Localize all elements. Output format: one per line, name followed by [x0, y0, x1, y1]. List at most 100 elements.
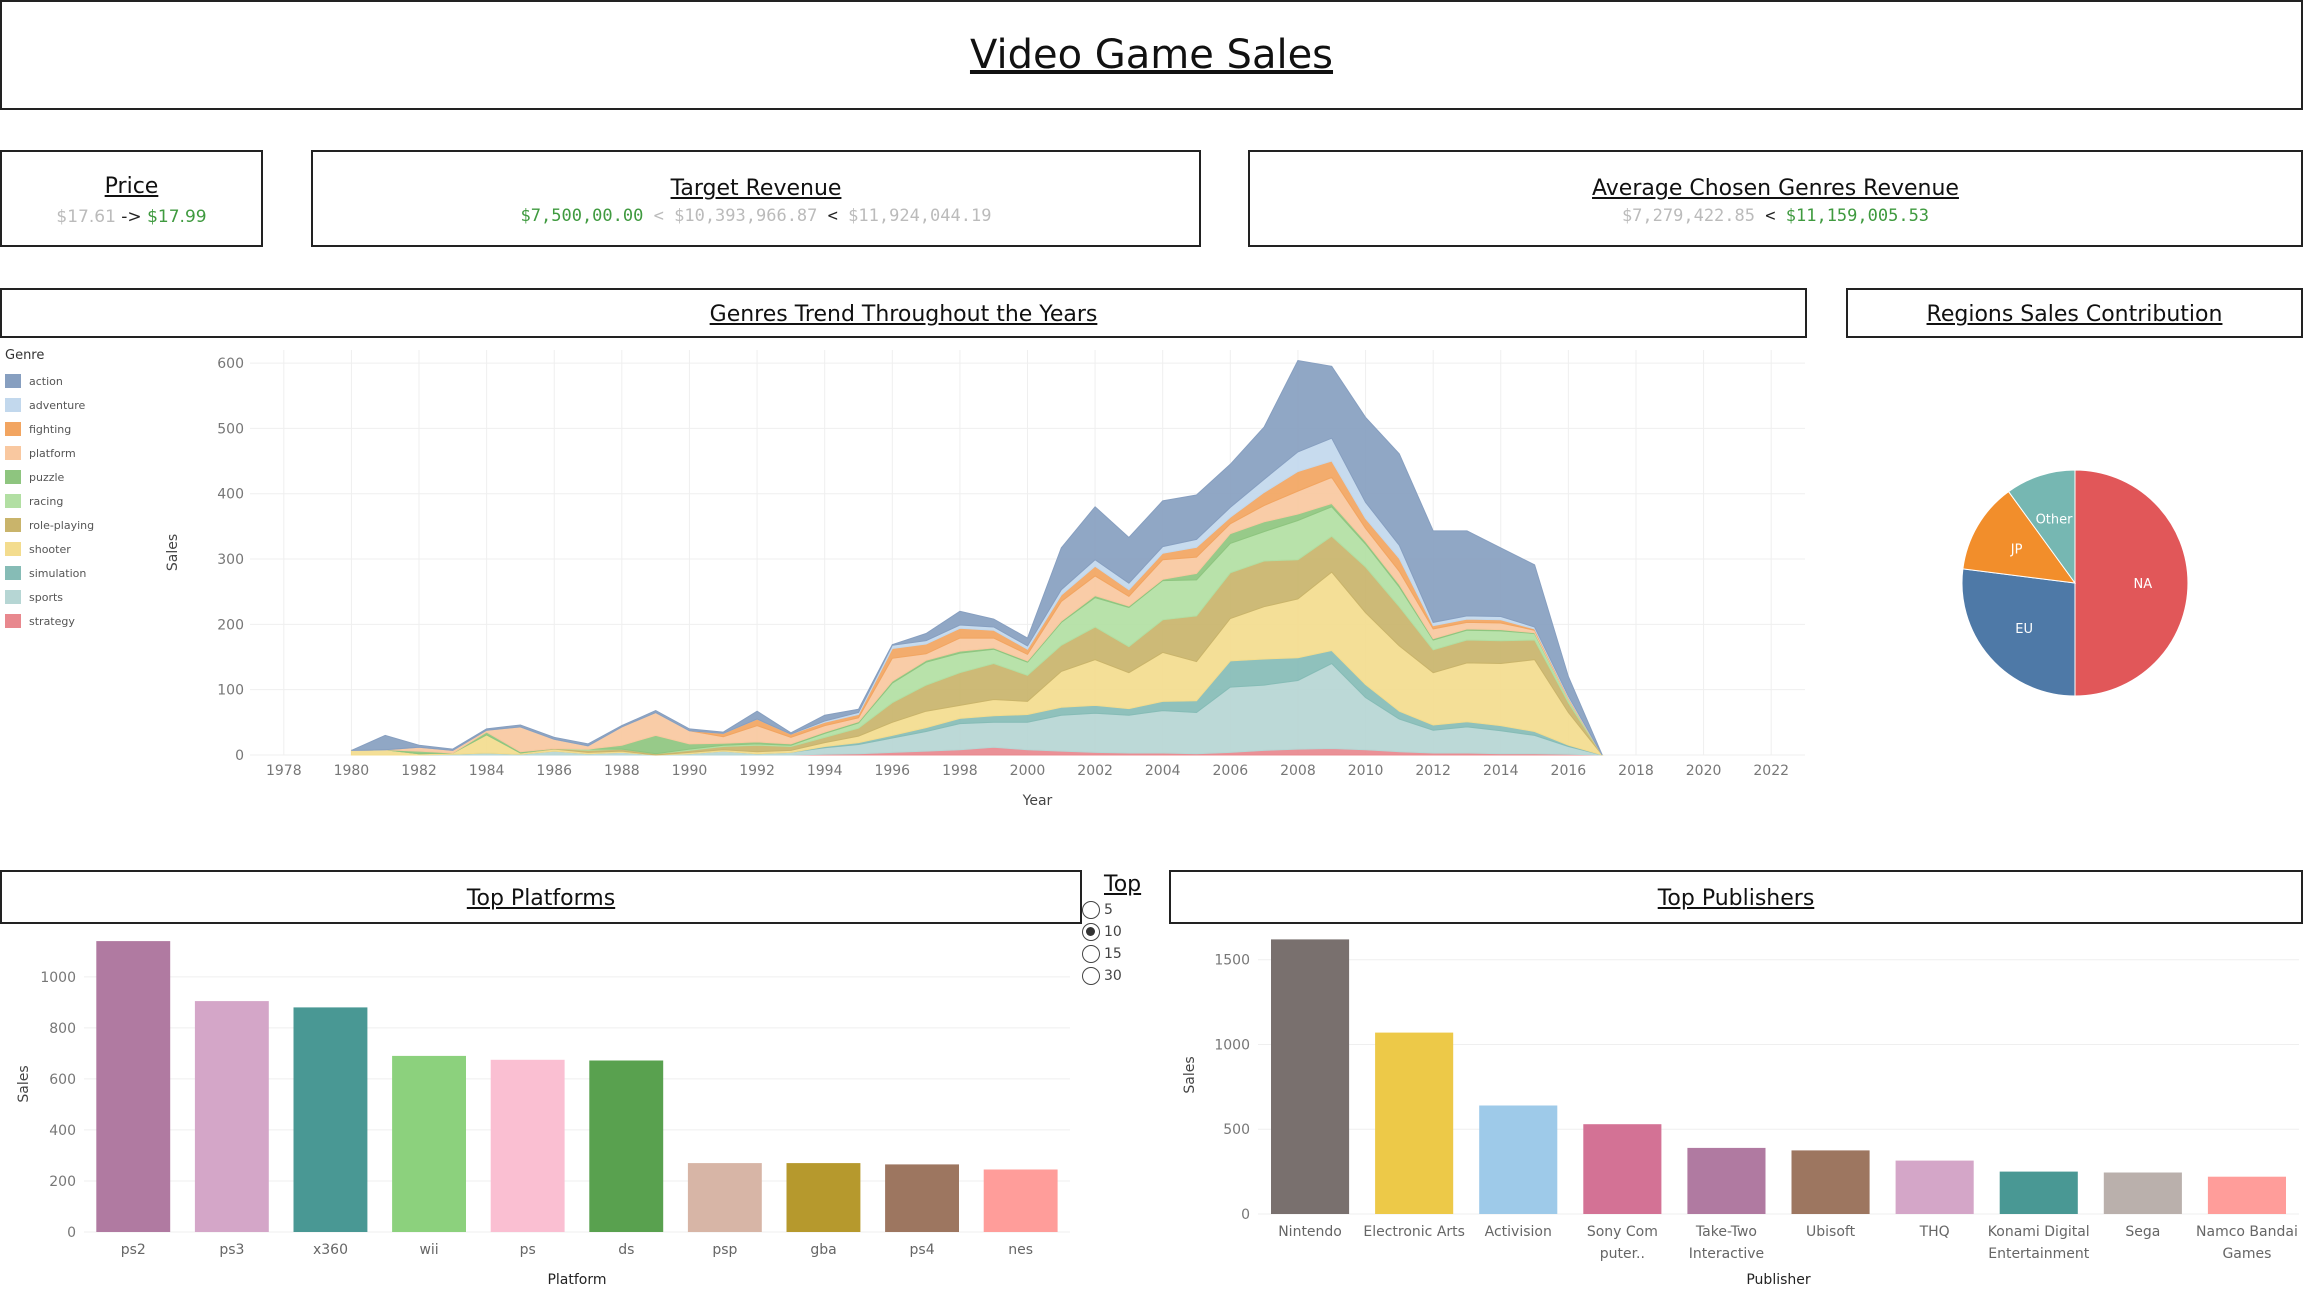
- bar-sega[interactable]: [2103, 1172, 2182, 1215]
- legend-item-platform[interactable]: platform: [5, 441, 145, 465]
- legend-item-fighting[interactable]: fighting: [5, 417, 145, 441]
- y-tick-label: 1500: [1214, 953, 1250, 969]
- top-option-30[interactable]: 30: [1082, 965, 1172, 987]
- x-tick-label: 1992: [739, 763, 775, 779]
- x-tick-label: 2020: [1686, 763, 1722, 779]
- x-tick-label: nes: [1008, 1242, 1033, 1258]
- top-selector: Top 5 10 15 30: [1082, 872, 1172, 987]
- pie-slice-eu[interactable]: [1961, 568, 2076, 697]
- bar-sony-com-puter-[interactable]: [1583, 1124, 1662, 1214]
- pie-label-other: Other: [2036, 513, 2074, 528]
- pie-slice-na[interactable]: [2074, 469, 2189, 697]
- legend-label: platform: [29, 446, 76, 460]
- legend-swatch: [5, 590, 21, 604]
- price-new: $17.99: [147, 207, 207, 227]
- legend-swatch: [5, 494, 21, 508]
- publishers-title-box: Top Publishers: [1169, 870, 2303, 924]
- legend-swatch: [5, 614, 21, 628]
- legend-item-racing[interactable]: racing: [5, 489, 145, 513]
- bar-psp[interactable]: [687, 1163, 762, 1232]
- target-revenue-target: $7,500,00.00: [520, 206, 644, 226]
- legend-swatch: [5, 470, 21, 484]
- legend-swatch: [5, 422, 21, 436]
- legend-item-sports[interactable]: sports: [5, 585, 145, 609]
- bar-wii[interactable]: [392, 1055, 466, 1232]
- x-tick-label: Games: [2222, 1246, 2271, 1262]
- bar-nes[interactable]: [983, 1169, 1058, 1233]
- x-tick-label: 2000: [1010, 763, 1046, 779]
- bar-ps3[interactable]: [194, 1001, 269, 1232]
- bar-x360[interactable]: [293, 1007, 368, 1232]
- x-axis-label: Publisher: [1746, 1272, 1811, 1288]
- legend-item-strategy[interactable]: strategy: [5, 609, 145, 633]
- average-revenue-values: $7,279,422.85 < $11,159,005.53: [1250, 206, 2301, 226]
- top-option-5[interactable]: 5: [1082, 899, 1172, 921]
- top-option-10[interactable]: 10: [1082, 921, 1172, 943]
- y-tick-label: 100: [217, 683, 244, 699]
- bar-ps4[interactable]: [885, 1164, 959, 1232]
- bar-ubisoft[interactable]: [1791, 1150, 1870, 1214]
- radio-icon[interactable]: [1082, 967, 1100, 985]
- bar-ps[interactable]: [490, 1059, 565, 1232]
- radio-icon[interactable]: [1082, 901, 1100, 919]
- x-tick-label: x360: [313, 1242, 348, 1258]
- bar-take-two-interactive[interactable]: [1687, 1147, 1766, 1214]
- radio-icon[interactable]: [1082, 945, 1100, 963]
- x-tick-label: ps3: [219, 1242, 244, 1258]
- bar-ps2[interactable]: [96, 941, 171, 1232]
- genre-legend: Genre action adventure fighting platform puz…: [5, 348, 145, 633]
- header-box: Video Game Sales: [0, 0, 2303, 110]
- area-action[interactable]: [351, 359, 1603, 756]
- bar-gba[interactable]: [786, 1163, 861, 1232]
- legend-swatch: [5, 398, 21, 412]
- y-tick-label: 1000: [1214, 1037, 1250, 1053]
- bar-ds[interactable]: [589, 1060, 664, 1233]
- x-tick-label: 1998: [942, 763, 978, 779]
- bar-activision[interactable]: [1479, 1105, 1558, 1215]
- bar-konami-digital-entertainment[interactable]: [1999, 1171, 2078, 1214]
- x-tick-label: 1978: [266, 763, 302, 779]
- x-tick-label: 2002: [1077, 763, 1113, 779]
- x-tick-label: ps4: [910, 1242, 935, 1258]
- legend-label: adventure: [29, 398, 86, 412]
- y-tick-label: 600: [49, 1072, 76, 1088]
- legend-label: strategy: [29, 614, 75, 628]
- pie-slice-other[interactable]: [2007, 469, 2076, 585]
- legend-item-shooter[interactable]: shooter: [5, 537, 145, 561]
- bar-thq[interactable]: [1895, 1160, 1974, 1214]
- x-tick-label: Interactive: [1689, 1246, 1764, 1262]
- bar-nintendo[interactable]: [1271, 939, 1350, 1214]
- average-revenue-title: Average Chosen Genres Revenue: [1592, 176, 1959, 201]
- legend-swatch: [5, 566, 21, 580]
- legend-label: action: [29, 374, 63, 388]
- legend-item-simulation[interactable]: simulation: [5, 561, 145, 585]
- price-title: Price: [104, 174, 159, 199]
- x-tick-label: Konami Digital: [1988, 1224, 2090, 1240]
- top-option-15[interactable]: 15: [1082, 943, 1172, 965]
- x-tick-label: 1984: [469, 763, 505, 779]
- x-tick-label: wii: [419, 1242, 438, 1258]
- average-revenue-card: Average Chosen Genres Revenue $7,279,422…: [1248, 150, 2303, 247]
- x-tick-label: 1996: [874, 763, 910, 779]
- bar-namco-bandai-games[interactable]: [2207, 1176, 2286, 1214]
- legend-item-puzzle[interactable]: puzzle: [5, 465, 145, 489]
- bar-electronic-arts[interactable]: [1375, 1032, 1454, 1214]
- x-axis-label: Year: [1022, 793, 1053, 809]
- x-tick-label: ds: [618, 1242, 634, 1258]
- average-revenue-lt: <: [1765, 206, 1776, 226]
- legend-item-role-playing[interactable]: role-playing: [5, 513, 145, 537]
- x-tick-label: Electronic Arts: [1363, 1224, 1465, 1240]
- x-tick-label: 2016: [1551, 763, 1587, 779]
- pie-slice-jp[interactable]: [1962, 490, 2077, 584]
- x-tick-label: 1980: [334, 763, 370, 779]
- pie-label-na: NA: [2133, 577, 2152, 592]
- average-revenue-old: $7,279,422.85: [1621, 206, 1755, 226]
- x-tick-label: 2004: [1145, 763, 1181, 779]
- y-tick-label: 500: [1223, 1122, 1250, 1138]
- radio-icon[interactable]: [1082, 923, 1100, 941]
- target-revenue-card: Target Revenue $7,500,00.00 < $10,393,96…: [311, 150, 1201, 247]
- x-tick-label: 2010: [1348, 763, 1384, 779]
- legend-item-adventure[interactable]: adventure: [5, 393, 145, 417]
- legend-item-action[interactable]: action: [5, 369, 145, 393]
- pie-label-jp: JP: [2010, 542, 2023, 557]
